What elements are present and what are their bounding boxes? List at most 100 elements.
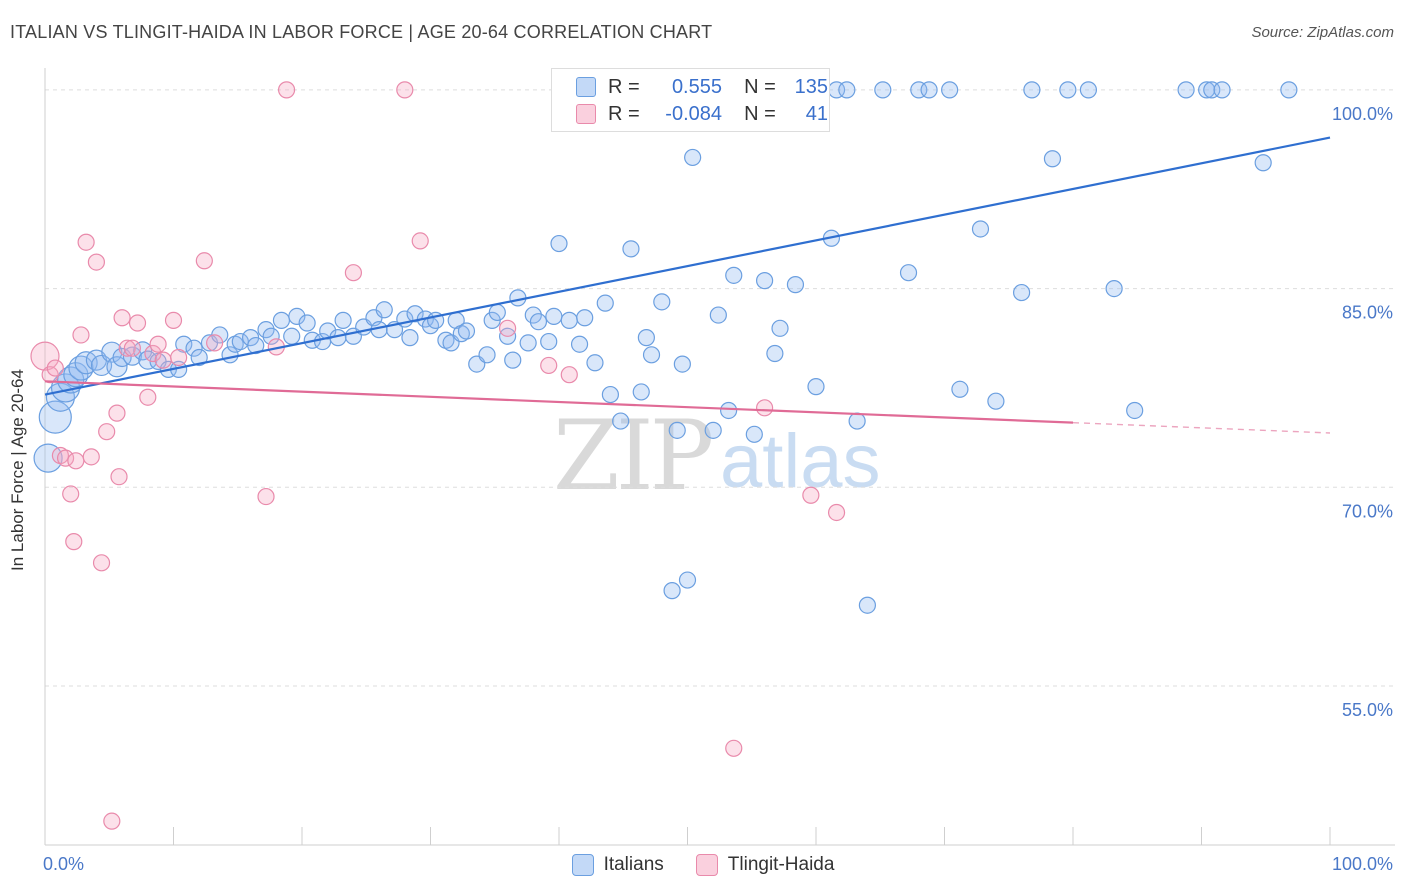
italians-point [586,354,604,372]
italians-point [1213,81,1231,99]
italians-point [612,412,630,430]
tlingit-point [113,309,131,327]
italians-point [874,81,892,99]
italians-point [1280,81,1298,99]
italians-point [560,311,578,329]
italians-point [637,329,655,347]
italians-point [766,344,784,363]
tlingit-point [87,253,106,271]
tlingit-point [144,344,162,363]
tlingit-point [92,554,111,572]
italians-point [457,322,476,340]
italians-point [38,400,72,434]
italians-point [190,348,208,367]
italians-point [106,356,128,378]
tlingit-point [56,449,75,467]
tlingit-point [802,486,820,504]
legend-item-tlingit[interactable]: Tlingit-Haida [695,852,835,878]
tlingit-trend-line [44,380,1074,424]
tlingit-point [108,404,126,422]
legend-label-italians: Italians [603,854,664,875]
tlingit-point [154,351,172,369]
legend-label-tlingit: Tlingit-Haida [727,854,835,875]
italians-point [1012,283,1031,302]
y-tick-label: 70.0% [1342,501,1393,521]
tlingit-point [411,232,429,250]
italians-point [941,81,959,99]
legend-r-label: R = [608,102,640,125]
italians-point [971,220,990,238]
tlingit-point [827,503,846,522]
tlingit-point [72,326,90,344]
italians-point [262,327,280,345]
italians-point [684,148,702,167]
tlingit-point [257,487,275,506]
italians-point [334,311,352,329]
italians-trend-line [44,136,1331,396]
legend-r-value-tlingit: -0.084 [665,102,722,125]
tlingit-point [277,81,296,99]
italians-point [899,264,918,282]
italians-point [668,421,686,439]
tlingit-point [540,356,558,375]
source-label: Source: ZipAtlas.com [1251,24,1394,41]
tlingit-point [128,314,147,332]
series-legend: Italians Tlingit-Haida [0,852,1406,878]
correlation-legend: R = 0.555 N = 135 R = -0.084 N = 41 [551,68,830,132]
italians-point [920,81,938,99]
italians-point [642,346,661,364]
tlingit-point [123,339,141,357]
x-tick-label: 100.0% [1332,854,1393,874]
italians-point [987,392,1005,410]
italians-point [632,383,650,401]
y-tick-label: 55.0% [1342,700,1393,720]
italians-point [63,362,89,388]
tlingit-point [118,339,136,357]
tlingit-point [110,468,128,486]
tlingit-point [77,233,95,251]
italians-point [673,355,691,373]
italians-point [601,385,620,404]
legend-item-italians[interactable]: Italians [571,852,664,878]
italians-point [540,332,558,351]
italians-point [283,327,301,345]
tlingit-point [344,264,362,282]
italians-point [375,301,393,319]
italians-point [1023,81,1041,99]
legend-swatch-italians [576,77,596,97]
italians-point [570,335,589,353]
italians-point [1177,81,1195,99]
legend-n-label: N = [744,75,776,98]
y-tick-label: 100.0% [1332,104,1393,124]
italians-point [576,309,594,327]
italians-point [298,314,316,332]
italians-point [678,571,697,589]
italians-point [175,335,193,353]
tlingit-point [560,366,578,384]
italians-point [185,339,203,357]
chart-title: ITALIAN VS TLINGIT-HAIDA IN LABOR FORCE … [10,22,713,42]
italians-point [755,272,774,290]
italians-point [401,329,419,347]
italians-point [807,378,825,396]
italians-point [288,307,306,326]
italians-point [33,443,63,473]
italians-point [488,303,506,322]
italians-point [1105,279,1123,298]
italians-point [519,334,537,352]
tlingit-point [149,335,167,353]
tlingit-point [46,359,64,377]
italians-point [1059,81,1077,99]
italians-point [786,276,805,294]
italians-point [1126,401,1144,420]
italians-point [848,412,866,430]
legend-swatch-italians [571,854,594,876]
italians-point [550,234,568,253]
italians-point [504,351,522,369]
tlingit-point [67,452,85,470]
italians-point [704,421,722,439]
legend-r-label: R = [608,75,640,98]
legend-swatch-tlingit [695,854,718,876]
tlingit-point [103,812,121,830]
italians-point [1043,150,1062,168]
